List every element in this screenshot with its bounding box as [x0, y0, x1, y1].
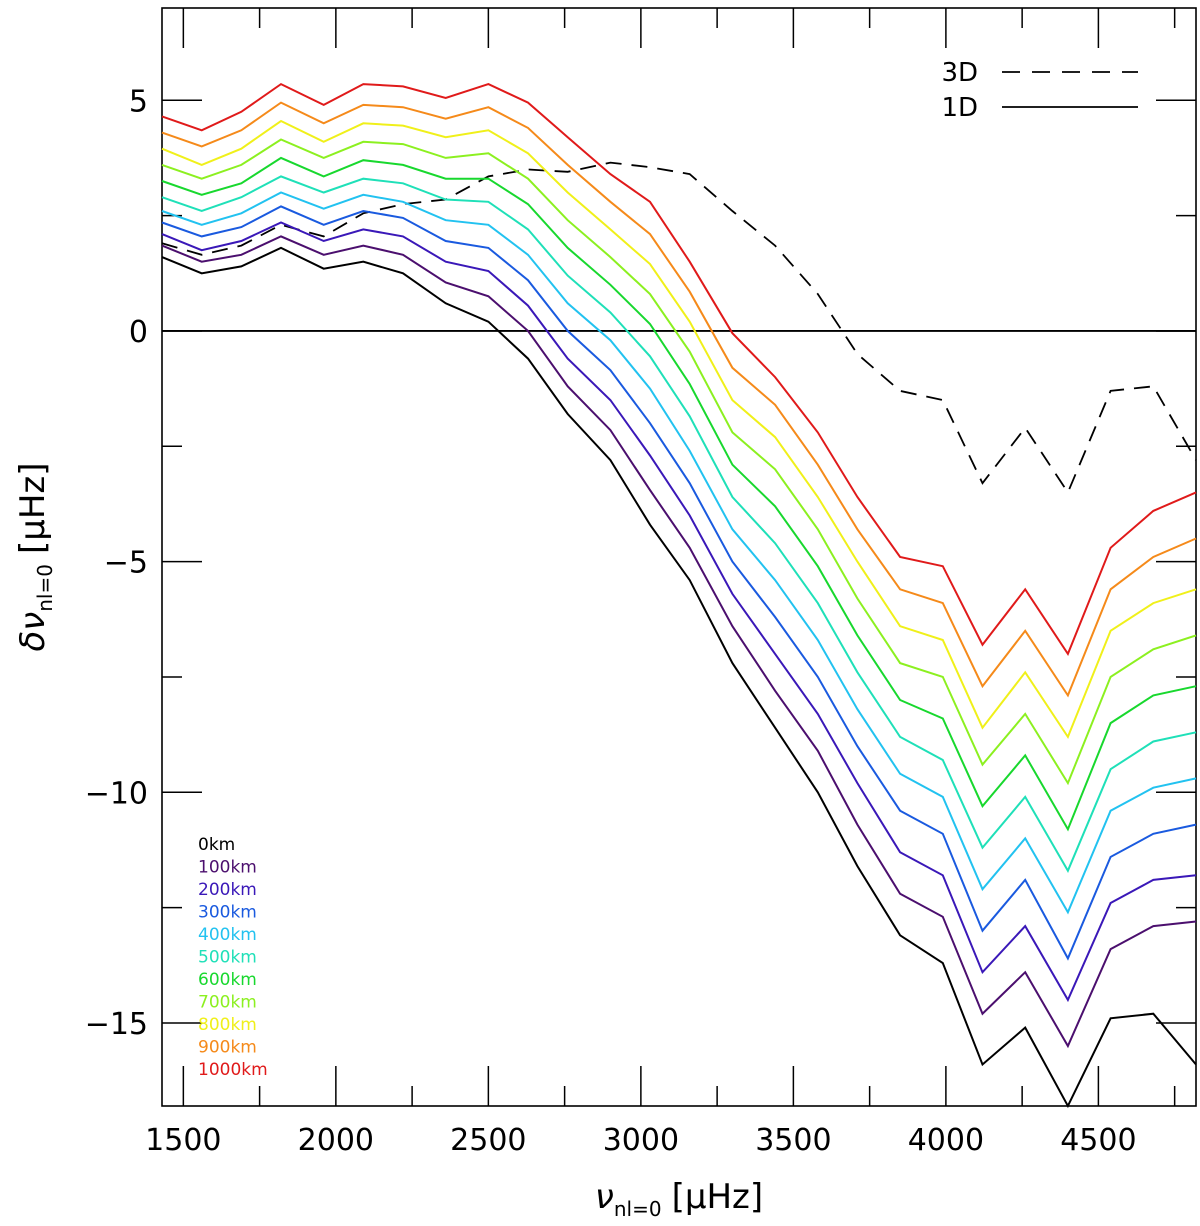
- y-axis-subscript: nl=0: [33, 564, 57, 612]
- x-axis-title: νnl=0 [μHz]: [595, 1177, 763, 1221]
- series-line-500km: [161, 175, 1197, 873]
- series-line-700km: [161, 138, 1197, 786]
- x-tick-label: 2500: [450, 1123, 526, 1158]
- color-key-label: 400km: [198, 925, 257, 945]
- color-key-label: 0km: [198, 835, 235, 855]
- series-line-200km: [161, 221, 1197, 1003]
- color-key-label: 500km: [198, 948, 257, 968]
- color-key-label: 100km: [198, 858, 257, 878]
- series-line-900km: [161, 101, 1197, 698]
- color-key-label: 700km: [198, 993, 257, 1013]
- legend-label-1D: 1D: [941, 93, 978, 123]
- series-line-400km: [161, 191, 1197, 915]
- y-tick-label: −5: [104, 546, 148, 581]
- series-line-0km: [161, 246, 1197, 1109]
- x-tick-label: 4000: [908, 1123, 984, 1158]
- series-line-600km: [161, 156, 1197, 832]
- series-line-100km: [161, 235, 1197, 1049]
- series-line-1000km: [161, 82, 1197, 657]
- series-line-300km: [161, 205, 1197, 961]
- y-tick-label: 5: [129, 84, 148, 119]
- x-axis-unit: [μHz]: [672, 1177, 764, 1217]
- color-key-label: 800km: [198, 1015, 257, 1035]
- plot-frame: [161, 7, 1197, 1107]
- x-tick-label: 3000: [603, 1123, 679, 1158]
- x-tick-label: 3500: [755, 1123, 831, 1158]
- y-tick-label: −10: [85, 776, 148, 811]
- legend-label-3D: 3D: [941, 58, 978, 88]
- y-axis-title: δνnl=0 [μHz]: [13, 462, 57, 651]
- y-axis-symbol: δν: [13, 612, 53, 652]
- color-key-label: 900km: [198, 1038, 257, 1058]
- y-tick-label: −15: [85, 1007, 148, 1042]
- color-key-label: 200km: [198, 880, 257, 900]
- series-line-800km: [161, 119, 1197, 740]
- y-axis-unit: [μHz]: [13, 462, 53, 554]
- x-tick-label: 2000: [298, 1123, 374, 1158]
- x-axis-symbol: ν: [595, 1177, 614, 1217]
- series-3d-dashed-line: [161, 161, 1197, 495]
- x-axis-subscript: nl=0: [614, 1197, 662, 1221]
- color-key-label: 300km: [198, 903, 257, 923]
- y-tick-label: 0: [129, 315, 148, 350]
- x-tick-label: 1500: [145, 1123, 221, 1158]
- x-tick-label: 4500: [1060, 1123, 1136, 1158]
- color-key-label: 600km: [198, 970, 257, 990]
- color-key-label: 1000km: [198, 1060, 268, 1080]
